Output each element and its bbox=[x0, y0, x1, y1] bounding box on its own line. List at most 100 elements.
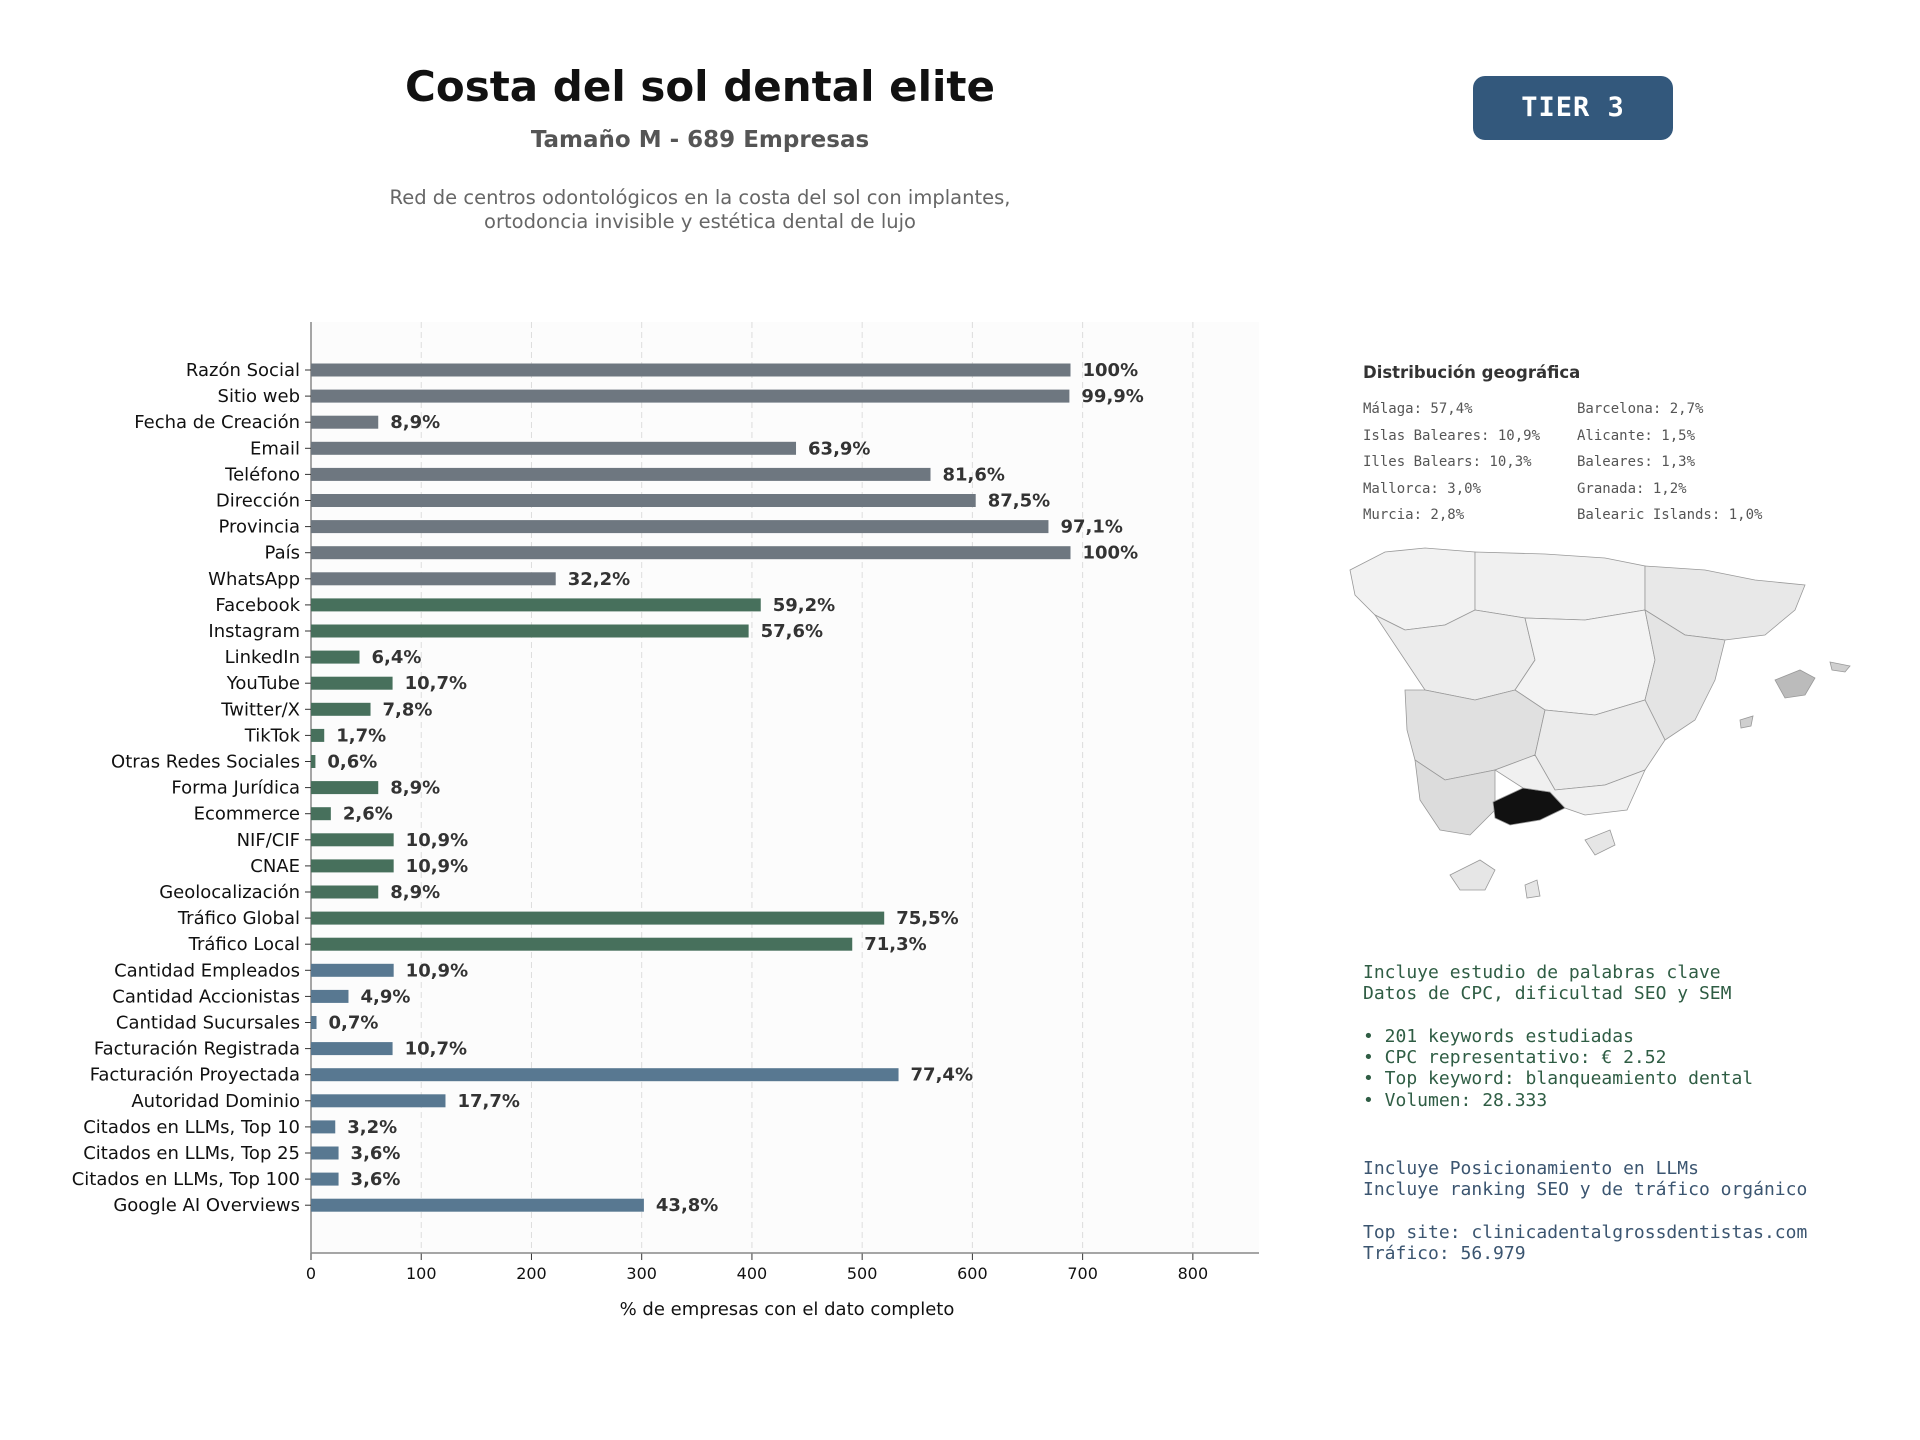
bar bbox=[311, 363, 1071, 377]
data-label: 81,6% bbox=[943, 464, 1005, 485]
geo-item: Málaga: 57,4% bbox=[1363, 401, 1473, 417]
map-region-south-central bbox=[1534, 699, 1666, 791]
map-region-andalucia-west bbox=[1414, 759, 1496, 836]
bar bbox=[311, 389, 1070, 403]
y-tick-label: Fecha de Creación bbox=[134, 412, 300, 433]
info-line: Datos de CPC, dificultad SEO y SEM bbox=[1363, 983, 1732, 1005]
data-label: 2,6% bbox=[343, 804, 393, 825]
data-label: 59,2% bbox=[773, 595, 835, 616]
geo-item: Islas Baleares: 10,9% bbox=[1363, 427, 1541, 444]
info-line: • 201 keywords estudiadas bbox=[1363, 1025, 1634, 1047]
y-tick-label: Otras Redes Sociales bbox=[111, 752, 300, 773]
y-tick-label: Cantidad Sucursales bbox=[116, 1013, 300, 1034]
data-label: 100% bbox=[1083, 360, 1139, 381]
bar bbox=[311, 1172, 339, 1186]
keywords-info: Incluye estudio de palabras clave Datos d… bbox=[1363, 962, 1753, 1111]
bar-chart: 0 100 200 300 400 500 600 700 800 Razón Social 100… bbox=[72, 322, 1259, 1320]
page-subtitle: Tamaño M - 689 Empresas bbox=[530, 127, 870, 153]
y-tick-label: Forma Jurídica bbox=[171, 778, 300, 799]
y-tick-label: Twitter/X bbox=[220, 699, 300, 720]
info-line: • CPC representativo: € 2.52 bbox=[1363, 1047, 1667, 1069]
info-line: Top site: clinicadentalgrossdentistas.co… bbox=[1363, 1221, 1808, 1243]
data-label: 7,8% bbox=[383, 699, 433, 720]
bar bbox=[311, 598, 761, 612]
bar bbox=[311, 728, 325, 742]
y-tick-label: Email bbox=[250, 438, 300, 459]
description-line-1: Red de centros odontológicos en la costa… bbox=[389, 186, 1011, 209]
map-region-north bbox=[1474, 551, 1646, 621]
y-tick-label: Geolocalización bbox=[159, 882, 300, 903]
data-label: 43,8% bbox=[656, 1195, 718, 1216]
geo-item: Granada: 1,2% bbox=[1577, 480, 1687, 497]
bar bbox=[311, 1120, 336, 1134]
bar bbox=[311, 937, 853, 951]
bar bbox=[311, 807, 331, 821]
y-tick-label: Facebook bbox=[215, 595, 300, 616]
bar bbox=[311, 494, 976, 507]
y-tick-label: NIF/CIF bbox=[237, 830, 300, 851]
data-label: 10,7% bbox=[405, 673, 467, 694]
geo-item: Illes Balears: 10,3% bbox=[1363, 454, 1532, 470]
data-label: 10,9% bbox=[406, 856, 468, 877]
y-tick-label: CNAE bbox=[250, 856, 300, 877]
bar bbox=[311, 885, 379, 899]
y-tick-label: LinkedIn bbox=[225, 647, 300, 668]
geo-item: Baleares: 1,3% bbox=[1577, 454, 1696, 470]
x-tick-label: 700 bbox=[1067, 1264, 1098, 1283]
llm-info: Incluye Posicionamiento en LLMs Incluye r… bbox=[1363, 1158, 1807, 1264]
y-tick-label: Teléfono bbox=[224, 464, 300, 485]
x-tick-label: 300 bbox=[626, 1264, 657, 1283]
geo-list: Málaga: 57,4% Barcelona: 2,7% Islas Balear… bbox=[1363, 400, 1803, 524]
bar bbox=[311, 624, 749, 638]
data-label: 10,9% bbox=[406, 960, 468, 981]
geo-item: Murcia: 2,8% bbox=[1363, 507, 1465, 523]
data-label: 77,4% bbox=[911, 1065, 973, 1086]
y-tick-label: Tráfico Global bbox=[177, 908, 300, 929]
y-tick-label: TikTok bbox=[244, 725, 301, 746]
map-region-northwest bbox=[1349, 547, 1476, 631]
bar bbox=[311, 546, 1071, 560]
x-tick-label: 400 bbox=[737, 1264, 768, 1283]
y-tick-label: Facturación Proyectada bbox=[90, 1065, 300, 1086]
geo-item: Balearic Islands: 1,0% bbox=[1577, 507, 1763, 523]
bar bbox=[311, 702, 371, 716]
y-tick-label: Cantidad Accionistas bbox=[112, 986, 300, 1007]
bar bbox=[311, 520, 1049, 534]
y-tick-label: Autoridad Dominio bbox=[131, 1091, 300, 1112]
data-label: 6,4% bbox=[372, 647, 422, 668]
y-tick-label: Facturación Registrada bbox=[94, 1039, 300, 1060]
y-tick-label: Cantidad Empleados bbox=[114, 960, 300, 981]
geo-title: Distribución geográfica bbox=[1363, 363, 1581, 382]
plot-area bbox=[311, 322, 1259, 1253]
map-region-andalucia-east bbox=[1494, 754, 1646, 816]
bar bbox=[311, 467, 931, 481]
tier-badge: TIER 3 bbox=[1473, 76, 1673, 140]
bar bbox=[311, 1198, 644, 1212]
bar bbox=[311, 911, 885, 925]
data-label: 8,9% bbox=[390, 412, 440, 433]
info-line: • Volumen: 28.333 bbox=[1363, 1089, 1548, 1111]
bar bbox=[311, 781, 379, 795]
data-label: 17,7% bbox=[457, 1091, 519, 1112]
data-label: 8,9% bbox=[390, 778, 440, 799]
data-label: 3,6% bbox=[351, 1143, 401, 1164]
info-line bbox=[1363, 1005, 1753, 1026]
geo-item: Alicante: 1,5% bbox=[1577, 427, 1696, 444]
map-region-east bbox=[1644, 609, 1726, 741]
data-label: 71,3% bbox=[864, 934, 926, 955]
info-line: Incluye ranking SEO y de tráfico orgánic… bbox=[1363, 1179, 1808, 1201]
data-label: 57,6% bbox=[761, 621, 823, 642]
bar bbox=[311, 1068, 899, 1082]
bar bbox=[311, 1094, 446, 1108]
geo-item: Mallorca: 3,0% bbox=[1363, 480, 1482, 497]
data-label: 63,9% bbox=[808, 438, 870, 459]
info-line: Incluye Posicionamiento en LLMs bbox=[1363, 1158, 1699, 1179]
spain-map bbox=[1349, 547, 1851, 899]
data-label: 87,5% bbox=[988, 491, 1050, 512]
y-tick-label: Tráfico Local bbox=[188, 934, 300, 955]
info-line: Incluye estudio de palabras clave bbox=[1363, 962, 1721, 983]
x-tick-label: 100 bbox=[406, 1264, 437, 1283]
bar bbox=[311, 676, 393, 690]
map-region-balearic-islands bbox=[1774, 669, 1816, 699]
bar bbox=[311, 859, 394, 873]
